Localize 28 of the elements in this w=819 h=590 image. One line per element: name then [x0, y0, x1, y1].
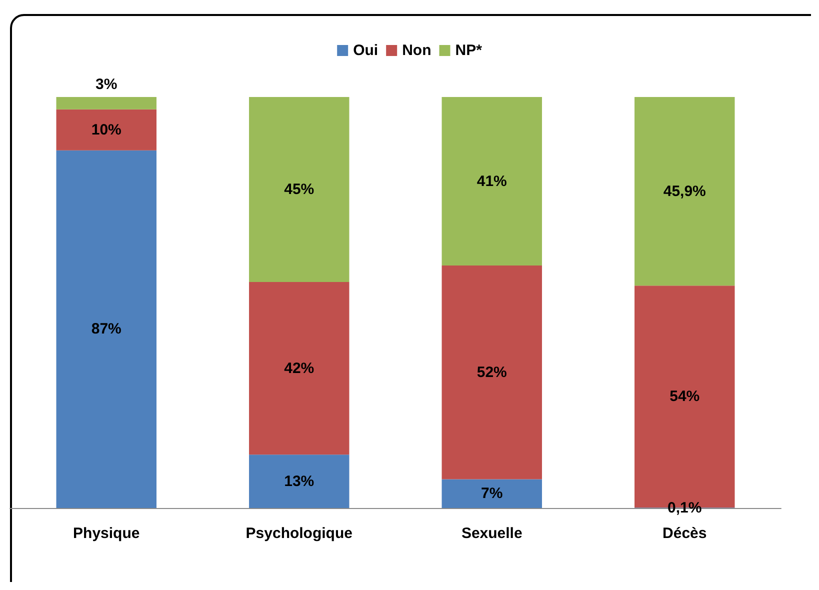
data-label: 52% — [476, 364, 507, 381]
data-label: 13% — [284, 472, 314, 490]
bar — [56, 109, 156, 150]
data-label: 45% — [284, 180, 314, 198]
bar — [442, 479, 542, 508]
data-label: 10% — [91, 121, 122, 138]
data-label: 45,9% — [663, 182, 706, 200]
legend-label: NP* — [455, 42, 482, 59]
x-tick-label: Psychologique — [246, 525, 352, 542]
data-label: 87% — [91, 320, 122, 338]
data-label: 3% — [96, 76, 118, 93]
data-label: 7% — [481, 485, 503, 502]
bar — [249, 97, 350, 282]
legend-label: Non — [402, 42, 432, 59]
x-tick-label: Décès — [662, 525, 707, 542]
bar — [442, 97, 542, 266]
x-tick-label: Sexuelle — [461, 525, 522, 542]
x-tick-label: Physique — [73, 525, 140, 542]
bar — [442, 266, 542, 480]
data-label: 41% — [476, 172, 507, 190]
data-label: 54% — [670, 388, 700, 406]
bar — [634, 97, 735, 286]
bar — [249, 282, 350, 455]
data-label: 42% — [284, 360, 314, 377]
bar — [249, 454, 350, 508]
bar — [56, 97, 156, 110]
legend-label: Oui — [353, 42, 378, 59]
bar — [56, 150, 156, 508]
